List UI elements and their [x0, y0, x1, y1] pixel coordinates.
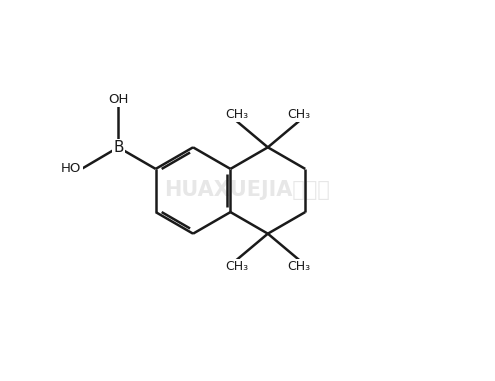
Text: CH₃: CH₃	[225, 260, 248, 273]
Text: HO: HO	[61, 162, 82, 175]
Text: OH: OH	[108, 93, 129, 106]
Text: CH₃: CH₃	[288, 260, 311, 273]
Text: HUAXUEJIA化学加: HUAXUEJIA化学加	[164, 181, 331, 200]
Text: B: B	[113, 140, 124, 155]
Text: CH₃: CH₃	[225, 108, 248, 121]
Text: CH₃: CH₃	[288, 108, 311, 121]
